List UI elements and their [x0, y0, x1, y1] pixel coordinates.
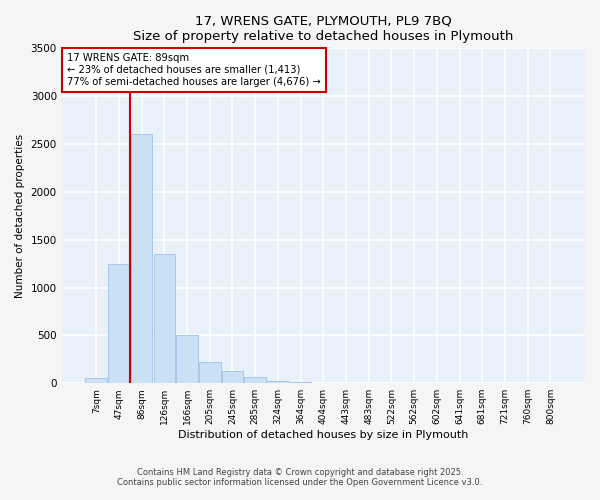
Bar — [108, 264, 130, 383]
Text: Contains HM Land Registry data © Crown copyright and database right 2025.
Contai: Contains HM Land Registry data © Crown c… — [118, 468, 482, 487]
Bar — [176, 336, 198, 383]
Bar — [244, 377, 266, 383]
Bar — [85, 378, 107, 383]
Bar — [290, 382, 311, 383]
X-axis label: Distribution of detached houses by size in Plymouth: Distribution of detached houses by size … — [178, 430, 469, 440]
Bar — [222, 371, 243, 383]
Bar — [154, 254, 175, 383]
Bar — [131, 134, 152, 383]
Text: 17 WRENS GATE: 89sqm
← 23% of detached houses are smaller (1,413)
77% of semi-de: 17 WRENS GATE: 89sqm ← 23% of detached h… — [67, 54, 320, 86]
Y-axis label: Number of detached properties: Number of detached properties — [15, 134, 25, 298]
Title: 17, WRENS GATE, PLYMOUTH, PL9 7BQ
Size of property relative to detached houses i: 17, WRENS GATE, PLYMOUTH, PL9 7BQ Size o… — [133, 15, 514, 43]
Bar — [267, 381, 289, 383]
Bar — [199, 362, 221, 383]
